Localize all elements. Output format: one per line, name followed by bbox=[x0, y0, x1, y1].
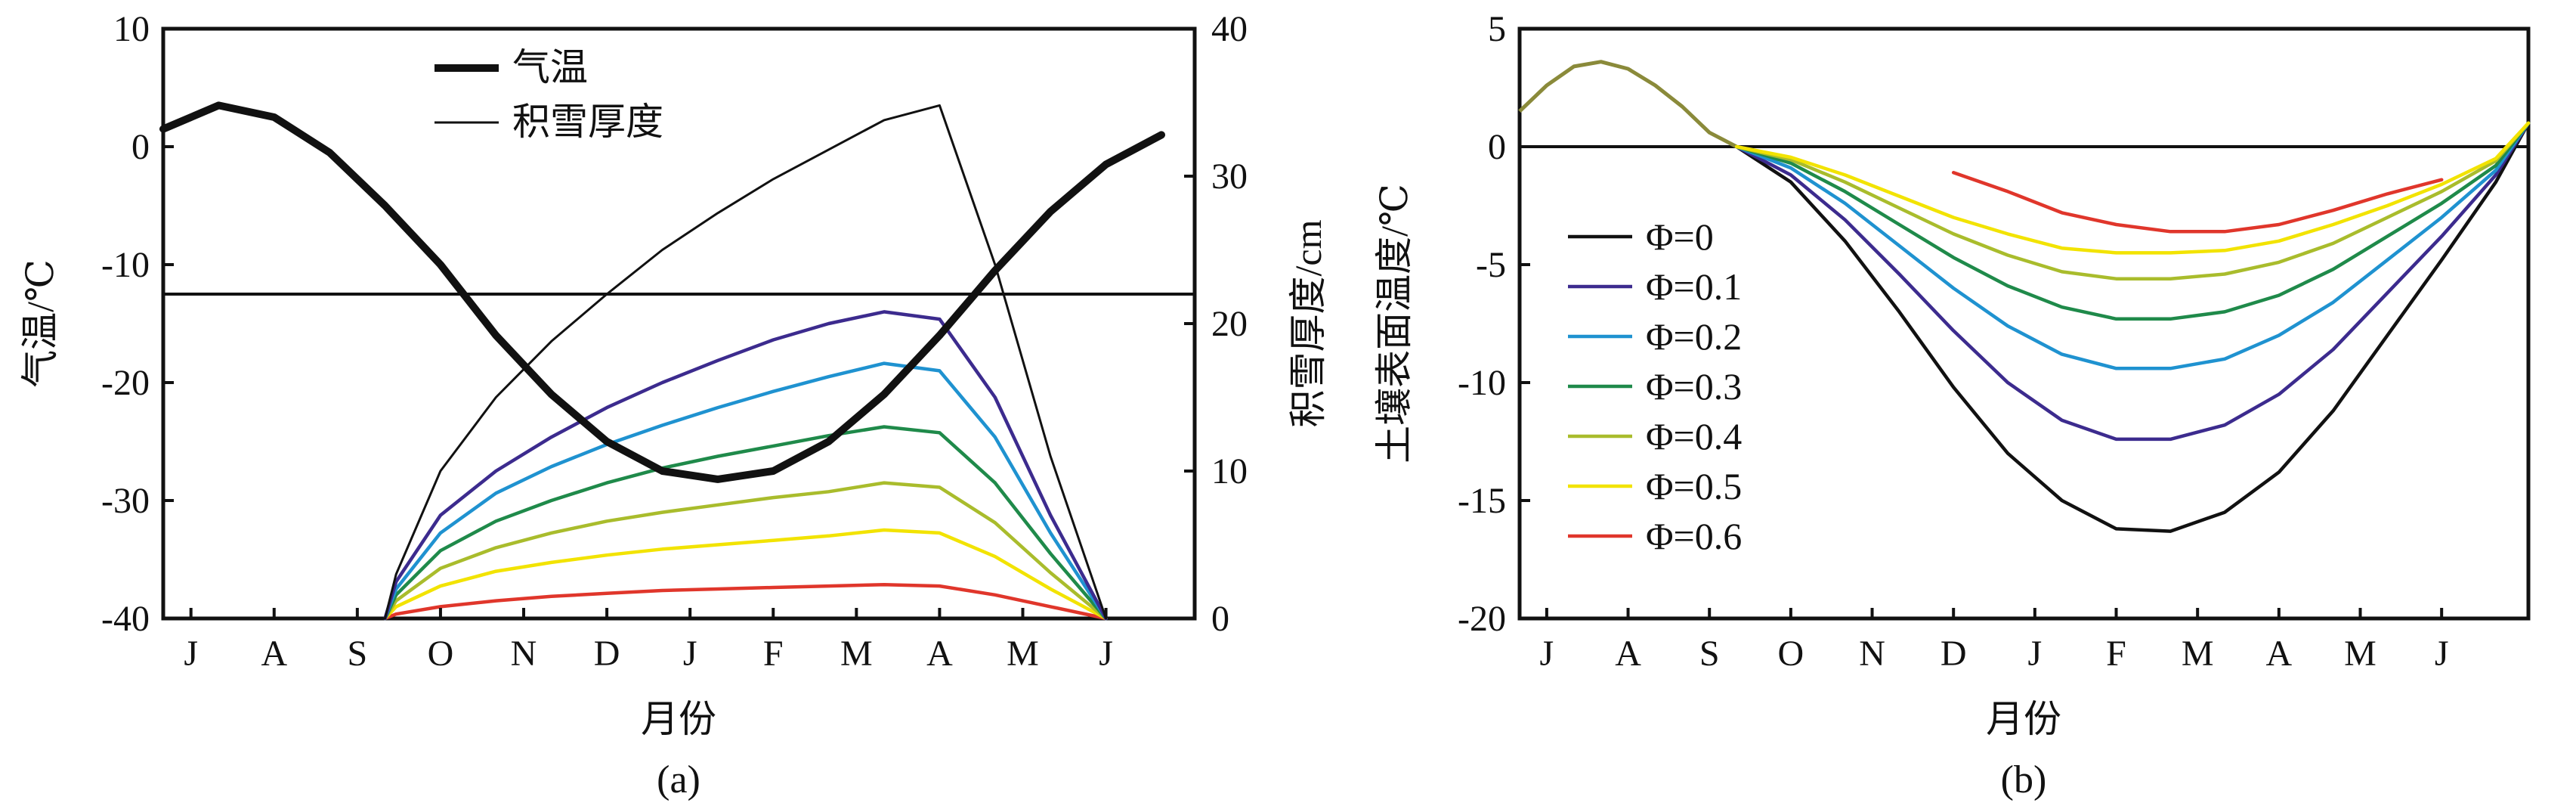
panel-a-legend: 气温 积雪厚度 bbox=[434, 46, 663, 143]
panel-b-y-tick-label: -20 bbox=[1458, 599, 1506, 639]
panel-a-y-tick-label: -20 bbox=[101, 363, 150, 403]
legend-label-snow-depth: 积雪厚度 bbox=[512, 101, 663, 143]
panel-a-line-snow-variant-6 bbox=[383, 528, 1108, 621]
panel-a-line-snow-variant-3 bbox=[383, 361, 1108, 621]
panel-a-x-tick-label: J bbox=[1099, 634, 1113, 674]
panel-a-y-tick-label: 10 bbox=[113, 9, 150, 49]
panel-a-y-left-axis-label: 气温/℃ bbox=[19, 259, 61, 388]
panel-b-x-axis-label: 月份 bbox=[1986, 698, 2061, 740]
panel-a-y-tick-label: 0 bbox=[131, 127, 150, 167]
panel-b-summer-curve bbox=[1518, 60, 1738, 149]
panel-a-line-snow-variant-4 bbox=[383, 425, 1108, 621]
panel-b-legend: Φ=0 Φ=0.1 Φ=0.2 Φ=0.3 Φ=0.4 Φ=0.5 Φ=0.6 bbox=[1568, 215, 1742, 557]
legend-label-phi-0-5: Φ=0.5 bbox=[1646, 465, 1742, 507]
panel-b-x-tick-label: J bbox=[1540, 634, 1554, 674]
panel-b-x-tick-label: J bbox=[2435, 634, 2449, 674]
panel-a-x-tick-label: J bbox=[683, 634, 697, 674]
panel-a-line-snow-variant-7 bbox=[383, 582, 1108, 621]
panel-a-y2-tick-label: 20 bbox=[1211, 304, 1248, 344]
panel-a-series-layer bbox=[159, 101, 1195, 621]
panel-b-plot-frame bbox=[1517, 26, 2531, 621]
legend-label-phi-0-6: Φ=0.6 bbox=[1646, 515, 1742, 557]
panel-b-line-phi-0-6 bbox=[1951, 171, 2444, 234]
panel-a-line-series-0 bbox=[159, 101, 1165, 483]
panel-a-tag: (a) bbox=[657, 758, 700, 801]
panel-a-x-tick-label: M bbox=[840, 634, 873, 674]
panel-a-x-tick-label: S bbox=[348, 634, 368, 674]
panel-b-x-tick-label: A bbox=[1615, 634, 1641, 674]
legend-label-phi-0-4: Φ=0.4 bbox=[1646, 415, 1742, 457]
panel-a-y-right-axis-label: 积雪厚度/cm bbox=[1287, 219, 1329, 427]
panel-a-x-tick-label: F bbox=[763, 634, 784, 674]
panel-a-y-right-ticks: 40 30 20 10 0 bbox=[1184, 9, 1248, 639]
panel-a-line-series-1 bbox=[162, 104, 1108, 620]
panel-b: J A S O N D J F M A M J 5 0 -5 -10 -15 -20 月份 土壤表面温度/℃ (… bbox=[1373, 9, 2531, 801]
panel-b-y-axis-label: 土壤表面温度/℃ bbox=[1373, 184, 1415, 463]
panel-a-y-tick-label: -10 bbox=[101, 245, 150, 285]
panel-b-line-phi-0-3 bbox=[1734, 121, 2531, 321]
panel-b-x-tick-label: D bbox=[1941, 634, 1967, 674]
panel-b-x-tick-label: S bbox=[1699, 634, 1720, 674]
legend-label-phi-0-2: Φ=0.2 bbox=[1646, 315, 1742, 358]
panel-a-y-left-ticks: 10 0 -10 -20 -30 -40 bbox=[101, 9, 174, 639]
panel-a-x-axis-label: 月份 bbox=[641, 698, 716, 740]
panel-b-x-tick-label: O bbox=[1778, 634, 1804, 674]
panel-b-y-tick-label: -10 bbox=[1458, 363, 1506, 403]
panel-b-x-tick-label: M bbox=[2182, 634, 2214, 674]
panel-a-plot-frame bbox=[161, 26, 1197, 621]
panel-b-line-phi-0-2 bbox=[1734, 121, 2531, 370]
panel-b-x-tick-label: J bbox=[2028, 634, 2043, 674]
panel-a-y2-tick-label: 0 bbox=[1211, 599, 1229, 639]
panel-a-y2-tick-label: 10 bbox=[1211, 451, 1248, 491]
legend-label-phi-0: Φ=0 bbox=[1646, 215, 1714, 258]
legend-label-air-temp: 气温 bbox=[512, 46, 588, 88]
panel-a-x-tick-label: M bbox=[1007, 634, 1039, 674]
panel-a-line-snow-variant-5 bbox=[383, 481, 1108, 621]
panel-b-x-tick-label: A bbox=[2266, 634, 2293, 674]
panel-a-x-tick-label: N bbox=[511, 634, 537, 674]
panel-b-x-tick-label: M bbox=[2344, 634, 2377, 674]
panel-b-y-tick-label: 5 bbox=[1488, 9, 1506, 49]
panel-a-y2-tick-label: 40 bbox=[1211, 9, 1248, 49]
panel-b-line-phi-0-1 bbox=[1734, 121, 2531, 442]
legend-label-phi-0-3: Φ=0.3 bbox=[1646, 365, 1742, 408]
panel-b-line-phi-0 bbox=[1734, 121, 2531, 533]
legend-label-phi-0-1: Φ=0.1 bbox=[1646, 265, 1742, 308]
panel-a-x-tick-label: A bbox=[261, 634, 287, 674]
panel-a-x-tick-label: O bbox=[428, 634, 454, 674]
panel-b-y-tick-label: -5 bbox=[1476, 245, 1506, 285]
panel-a-x-tick-label: D bbox=[594, 634, 620, 674]
panel-b-y-ticks: 5 0 -5 -10 -15 -20 bbox=[1458, 9, 1530, 639]
panel-a: J A S O N D J F M A M J 10 0 -10 -20 -30 -40 40 30 20 10 0 月… bbox=[19, 9, 1329, 801]
panel-a-line-snow-variant-2 bbox=[383, 310, 1108, 621]
panel-b-x-tick-label: F bbox=[2106, 634, 2126, 674]
panel-b-x-tick-label: N bbox=[1859, 634, 1885, 674]
panel-b-y-tick-label: 0 bbox=[1488, 127, 1506, 167]
panel-b-line-phi-0-4 bbox=[1734, 121, 2531, 281]
panel-b-tag: (b) bbox=[2001, 758, 2047, 801]
panel-b-y-tick-label: -15 bbox=[1458, 481, 1506, 521]
panel-b-line-phi-0-5 bbox=[1734, 121, 2531, 255]
panel-a-y2-tick-label: 30 bbox=[1211, 157, 1248, 197]
panel-a-x-tick-label: A bbox=[926, 634, 953, 674]
panel-a-y-tick-label: -30 bbox=[101, 481, 150, 521]
panel-b-series-layer bbox=[1518, 60, 2531, 533]
panel-a-x-tick-label: J bbox=[184, 634, 198, 674]
panel-a-y-tick-label: -40 bbox=[101, 599, 150, 639]
